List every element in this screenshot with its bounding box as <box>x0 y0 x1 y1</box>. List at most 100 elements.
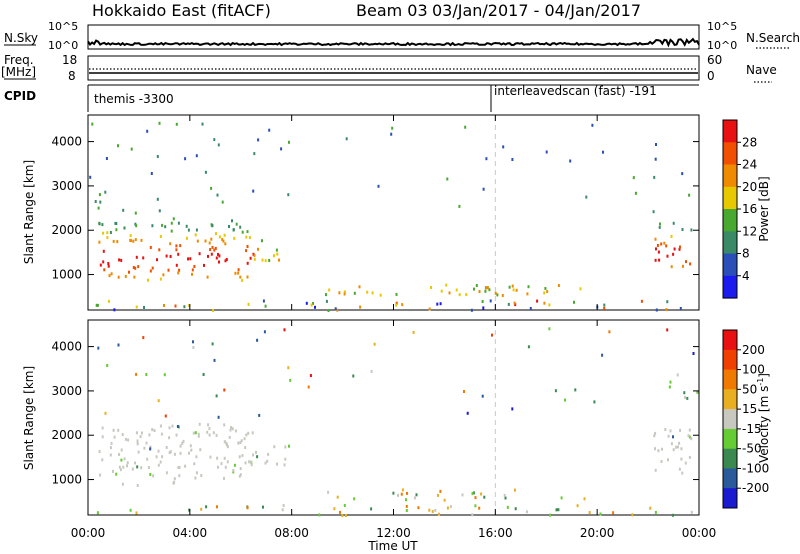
data-cell <box>130 239 133 243</box>
data-cell <box>464 125 467 129</box>
freq-tick-bottom: 8 <box>68 69 76 83</box>
data-cell <box>305 301 308 305</box>
velocity-panel: 1000 2000 3000 4000 Slant Range [km] <box>22 319 700 517</box>
data-cell <box>654 468 657 472</box>
data-cell <box>188 508 191 512</box>
data-cell <box>688 193 691 197</box>
data-cell <box>345 137 348 141</box>
data-cell <box>543 291 546 295</box>
data-cell <box>215 232 217 236</box>
data-cell <box>195 471 198 475</box>
data-cell <box>109 446 112 450</box>
colorbar-swatch <box>723 389 737 410</box>
data-cell <box>508 285 511 289</box>
data-cell <box>218 260 220 264</box>
data-cell <box>194 431 197 435</box>
data-cell <box>214 246 217 250</box>
data-cell <box>690 437 693 441</box>
velocity-yticks: 1000 2000 3000 4000 <box>51 340 699 487</box>
data-cell <box>232 468 235 472</box>
power-ylabel: Slant Range [km] <box>22 160 36 264</box>
data-cell <box>503 493 506 497</box>
data-cell <box>101 435 104 439</box>
data-cell <box>252 189 255 193</box>
colorbar-tick-label: 8 <box>742 247 750 261</box>
data-cell <box>339 510 341 514</box>
data-cell <box>273 254 275 258</box>
data-cell <box>172 217 175 221</box>
data-cell <box>514 507 517 511</box>
data-cell <box>666 254 669 258</box>
data-cell <box>113 308 116 312</box>
data-cell <box>458 293 461 297</box>
cpid-segment-1: themis -3300 <box>94 92 174 106</box>
data-cell <box>217 415 220 419</box>
data-cell <box>239 473 242 477</box>
data-cell <box>152 474 155 478</box>
data-cell <box>480 492 483 496</box>
data-cell <box>666 300 669 304</box>
data-cell <box>681 172 684 176</box>
data-cell <box>379 293 382 297</box>
power-cells <box>89 116 693 312</box>
time-tick-label: 16:00 <box>478 526 513 540</box>
colorbar-swatch <box>723 409 737 430</box>
data-cell <box>89 175 92 179</box>
data-cell <box>137 450 140 454</box>
data-cell <box>161 223 164 227</box>
data-cell <box>198 422 201 426</box>
data-cell <box>502 145 505 149</box>
data-cell <box>205 505 208 509</box>
data-cell <box>102 231 105 235</box>
data-cell <box>136 465 139 469</box>
data-cell <box>366 290 369 294</box>
data-cell <box>591 123 594 127</box>
data-cell <box>178 465 181 469</box>
data-cell <box>135 255 138 259</box>
data-cell <box>515 288 518 292</box>
data-cell <box>660 460 663 463</box>
data-cell <box>681 228 684 231</box>
data-cell <box>118 453 121 456</box>
data-cell <box>178 268 181 272</box>
colorbar-tick-label: -100 <box>742 461 769 475</box>
data-cell <box>679 245 681 249</box>
nsearch-tick-bottom: 10^0 <box>707 39 737 52</box>
colorbar-tick-label: -200 <box>742 481 769 495</box>
data-cell <box>253 257 256 261</box>
data-cell <box>283 328 286 332</box>
time-tick-label: 04:00 <box>173 526 208 540</box>
data-cell <box>127 438 130 442</box>
data-cell <box>658 258 661 262</box>
data-cell <box>527 345 530 349</box>
data-cell <box>131 467 134 471</box>
data-cell <box>512 288 515 292</box>
data-cell <box>161 455 164 459</box>
data-cell <box>684 395 686 399</box>
data-cell <box>249 256 252 260</box>
data-cell <box>352 374 355 378</box>
ytick-label: 1000 <box>51 268 82 282</box>
data-cell <box>104 411 107 415</box>
data-cell <box>247 431 250 435</box>
data-cell <box>669 429 672 433</box>
data-cell <box>250 463 253 467</box>
data-cell <box>163 304 165 307</box>
nave-tick-bottom: 0 <box>707 69 715 83</box>
date-range: 03/Jan/2017 - 04/Jan/2017 <box>432 1 641 20</box>
data-cell <box>135 224 138 228</box>
data-cell <box>466 411 469 415</box>
cpid-panel: CPID themis -3300 interleavedscan (fast)… <box>4 84 699 112</box>
data-cell <box>95 303 98 307</box>
power-colorbar-label: Power [dB] <box>757 176 771 241</box>
data-cell <box>164 414 167 418</box>
data-cell <box>168 451 171 455</box>
data-cell <box>338 291 341 295</box>
data-cell <box>631 513 634 517</box>
colorbar-swatch <box>723 349 737 371</box>
data-cell <box>173 480 176 484</box>
freq-panel: Freq. [MHz] 18 8 60 0 Nave <box>1 53 777 83</box>
nsky-label: N.Sky <box>4 31 38 45</box>
data-cell <box>128 270 130 274</box>
data-cell <box>158 248 161 252</box>
